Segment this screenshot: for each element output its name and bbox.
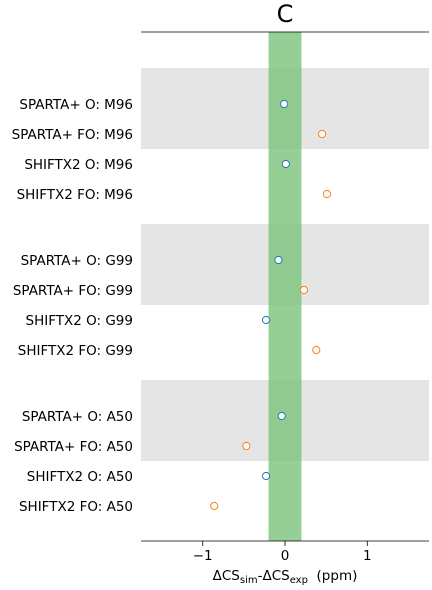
row-labels: SPARTA+ O: M96 SPARTA+ FO: M96 SHIFTX2 O: … [12,97,133,515]
x-label-unit: (ppm) [308,568,357,584]
x-axis-label: ΔCSsim-ΔCSexp (ppm) [213,568,358,586]
data-point-o [277,411,286,421]
row-label: SPARTA+ O: M96 [19,97,133,113]
x-label-sub1: sim [240,575,258,586]
x-tick-label: −1 [193,548,213,564]
data-point-o [274,255,283,265]
row-label: SHIFTX2 FO: A50 [19,499,133,515]
row-label: SHIFTX2 O: G99 [26,313,133,329]
x-label-mid: -ΔCS [258,568,290,584]
row-label: SPARTA+ O: G99 [21,253,133,269]
data-point-o [261,471,271,481]
row-label: SHIFTX2 O: M96 [24,157,133,173]
data-point-o [261,315,271,325]
x-ticks: −1 0 1 [193,541,372,564]
data-point-o [280,99,289,109]
row-label: SHIFTX2 FO: M96 [17,187,133,203]
row-label: SPARTA+ FO: A50 [14,439,133,455]
zero-band [268,32,302,541]
data-point-o [281,159,290,169]
data-point-fo [317,129,327,139]
x-label-main: ΔCS [213,568,240,584]
data-points [210,99,332,511]
chart-title: C [277,0,294,28]
row-label: SHIFTX2 O: A50 [27,469,133,485]
data-point-fo [312,345,321,355]
data-point-fo [299,285,309,295]
data-point-fo [210,501,219,511]
row-label: SPARTA+ O: A50 [22,409,133,425]
row-label: SPARTA+ FO: M96 [12,127,133,143]
x-label-sub2: exp [290,575,308,586]
x-tick-label: 0 [281,548,290,564]
x-tick-label: 1 [363,548,372,564]
data-point-fo [242,441,251,451]
row-label: SHIFTX2 FO: G99 [18,343,133,359]
row-label: SPARTA+ FO: G99 [13,283,133,299]
data-point-fo [322,189,332,199]
